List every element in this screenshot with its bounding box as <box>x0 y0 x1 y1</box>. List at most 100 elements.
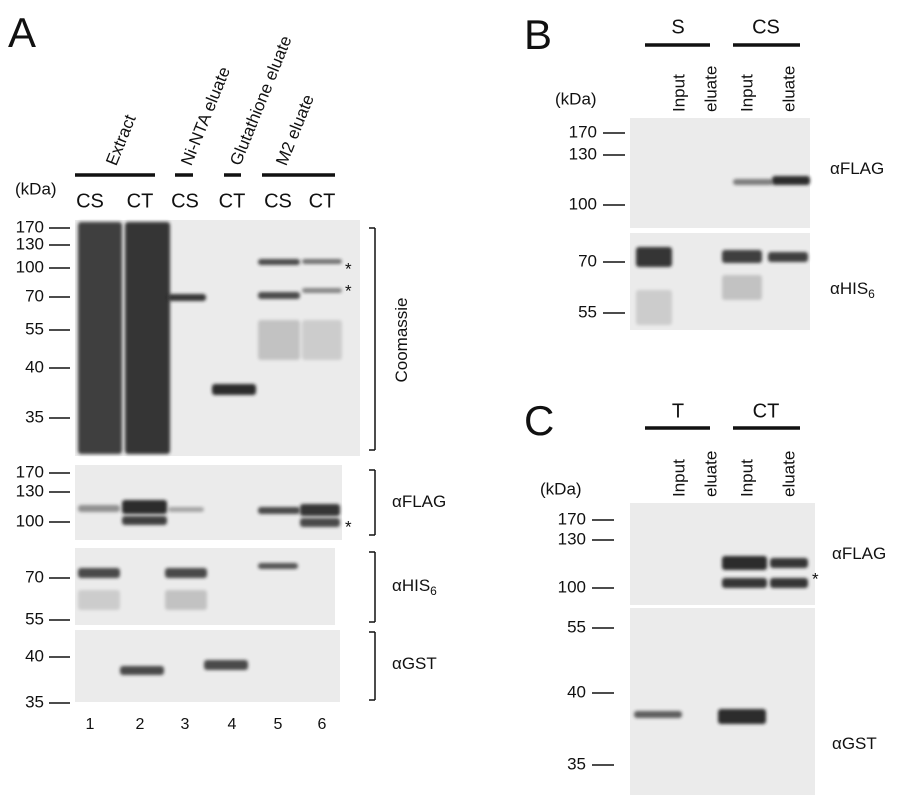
band <box>204 660 248 670</box>
band <box>722 275 762 300</box>
blot <box>75 548 335 625</box>
asterisk: * <box>345 517 352 536</box>
band <box>258 292 300 299</box>
lane-label: Input <box>669 74 688 112</box>
marker-label: 130 <box>558 529 586 548</box>
band <box>722 250 762 263</box>
marker-label: 70 <box>578 251 597 270</box>
lane-label: eluate <box>701 451 720 497</box>
marker-label: 40 <box>25 646 44 665</box>
marker-label: 100 <box>569 194 597 213</box>
group-label: T <box>672 400 684 422</box>
panel-label: A <box>8 9 36 56</box>
band <box>733 179 773 185</box>
marker-label: 170 <box>16 462 44 481</box>
marker-label: 35 <box>25 692 44 711</box>
kda-label: (kDa) <box>555 89 597 108</box>
lane-number: 2 <box>136 716 145 733</box>
lane-label: CS <box>76 190 104 212</box>
blot-label: αHIS6 <box>392 576 437 598</box>
blot-subscript: 6 <box>430 584 437 598</box>
blot-label: Coomassie <box>392 297 411 382</box>
lane-label: CS <box>264 190 292 212</box>
band <box>718 709 766 724</box>
marker-label: 70 <box>25 567 44 586</box>
kda-label: (kDa) <box>540 479 582 498</box>
band <box>634 711 682 718</box>
band <box>125 222 170 454</box>
band <box>636 290 672 325</box>
marker-label: 170 <box>569 122 597 141</box>
blot-label: αFLAG <box>830 159 884 178</box>
marker-label: 170 <box>558 509 586 528</box>
band <box>78 222 122 454</box>
band <box>78 590 120 610</box>
band <box>722 578 767 588</box>
asterisk: * <box>812 569 819 588</box>
lane-label: eluate <box>779 66 798 112</box>
marker-label: 130 <box>16 481 44 500</box>
blot-label: αFLAG <box>392 492 446 511</box>
kda-label: (kDa) <box>15 179 57 198</box>
blot-subscript: 6 <box>868 287 875 301</box>
band <box>165 590 207 610</box>
marker-label: 170 <box>16 217 44 236</box>
marker-label: 55 <box>25 319 44 338</box>
lane-label: Input <box>737 459 756 497</box>
band <box>122 500 167 514</box>
blot <box>75 465 342 540</box>
band <box>168 294 206 301</box>
panel-label: C <box>524 397 554 444</box>
group-label: M2 eluate <box>272 92 318 168</box>
marker-label: 100 <box>16 257 44 276</box>
blot <box>630 608 815 795</box>
blot-label: αHIS6 <box>830 279 875 301</box>
marker-label: 100 <box>16 511 44 530</box>
band <box>768 252 808 262</box>
marker-label: 70 <box>25 286 44 305</box>
lane-label: CT <box>309 190 336 212</box>
band <box>78 568 120 578</box>
group-label: CT <box>753 400 780 422</box>
band <box>302 259 342 264</box>
asterisk: * <box>345 259 352 278</box>
lane-label: eluate <box>701 66 720 112</box>
blot-label: αGST <box>832 734 877 753</box>
band <box>770 578 808 588</box>
marker-label: 55 <box>25 609 44 628</box>
lane-label: eluate <box>779 451 798 497</box>
band <box>212 384 256 395</box>
lane-number: 6 <box>318 716 327 733</box>
band <box>258 507 300 514</box>
band <box>636 247 672 267</box>
lane-number: 5 <box>274 716 283 733</box>
band <box>168 507 204 512</box>
band <box>120 666 164 675</box>
band <box>122 516 167 525</box>
marker-label: 35 <box>567 754 586 773</box>
lane-label: CS <box>171 190 199 212</box>
blot-name: αHIS <box>830 279 868 298</box>
band <box>770 558 808 568</box>
group-label: CS <box>752 16 780 38</box>
group-label: S <box>671 16 684 38</box>
band <box>258 563 298 569</box>
blot <box>630 503 815 605</box>
lane-number: 3 <box>181 716 190 733</box>
blot-name: αFLAG <box>392 492 446 511</box>
asterisk: * <box>345 281 352 300</box>
marker-label: 40 <box>567 682 586 701</box>
lane-label: CT <box>127 190 154 212</box>
band <box>772 176 810 185</box>
band <box>165 568 207 578</box>
blot-label: αFLAG <box>832 544 886 563</box>
marker-label: 130 <box>16 234 44 253</box>
blot-name: αGST <box>392 654 437 673</box>
band <box>300 504 340 516</box>
panel-label: B <box>524 11 552 58</box>
group-label: Extract <box>102 112 140 168</box>
band <box>258 320 300 360</box>
lane-number: 4 <box>228 716 237 733</box>
